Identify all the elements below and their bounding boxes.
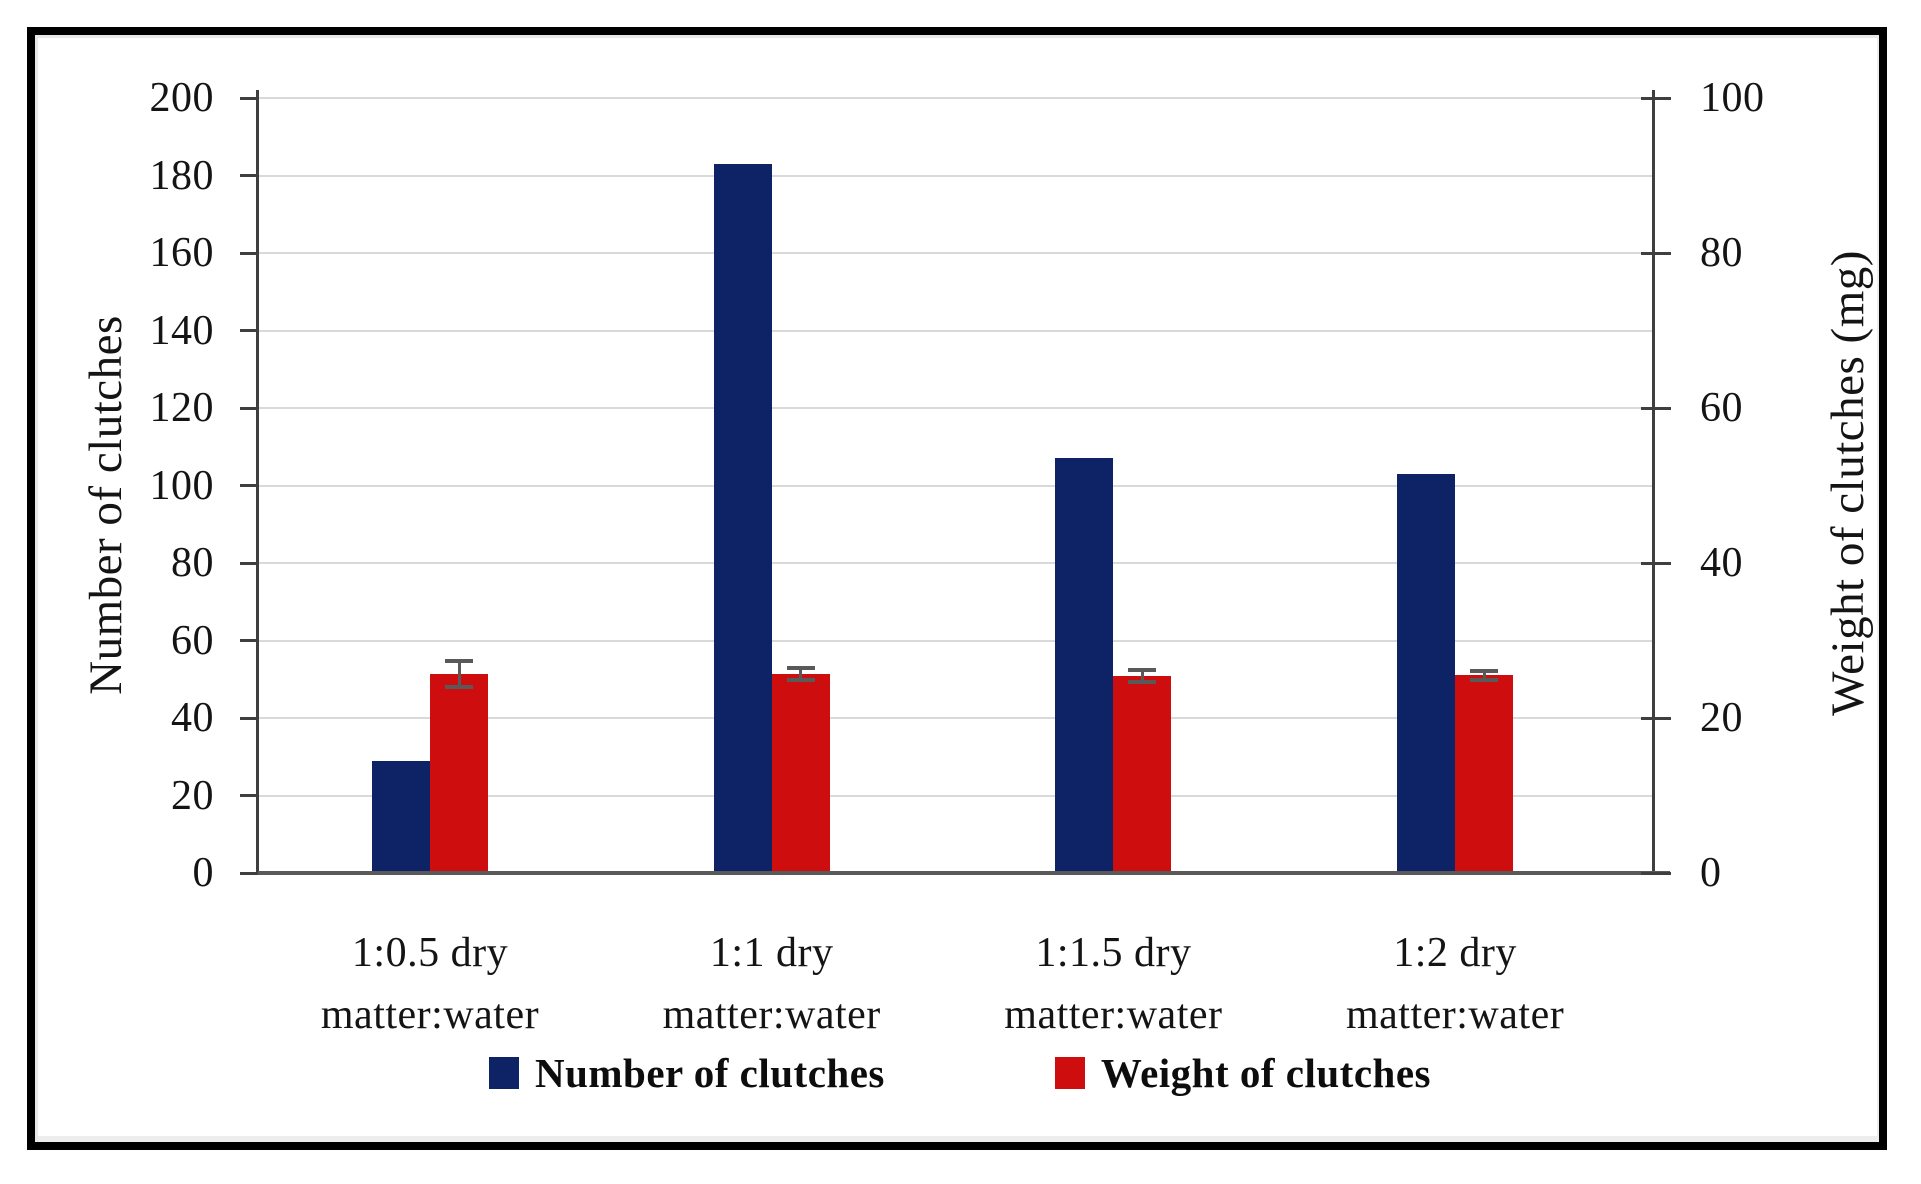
legend-item: Number of clutches: [488, 1049, 885, 1097]
legend: Number of clutches Weight of clutches: [35, 1038, 1885, 1108]
left-axis-title: Number of clutches: [80, 315, 132, 695]
chart-frame: [27, 27, 1887, 1150]
legend-swatch: [488, 1057, 519, 1089]
right-axis-title: Weight of clutches (mg): [1822, 250, 1874, 716]
legend-item: Weight of clutches: [1054, 1049, 1431, 1097]
legend-label: Number of clutches: [534, 1050, 885, 1096]
legend-swatch: [1054, 1057, 1085, 1089]
legend-label: Weight of clutches: [1100, 1050, 1431, 1096]
